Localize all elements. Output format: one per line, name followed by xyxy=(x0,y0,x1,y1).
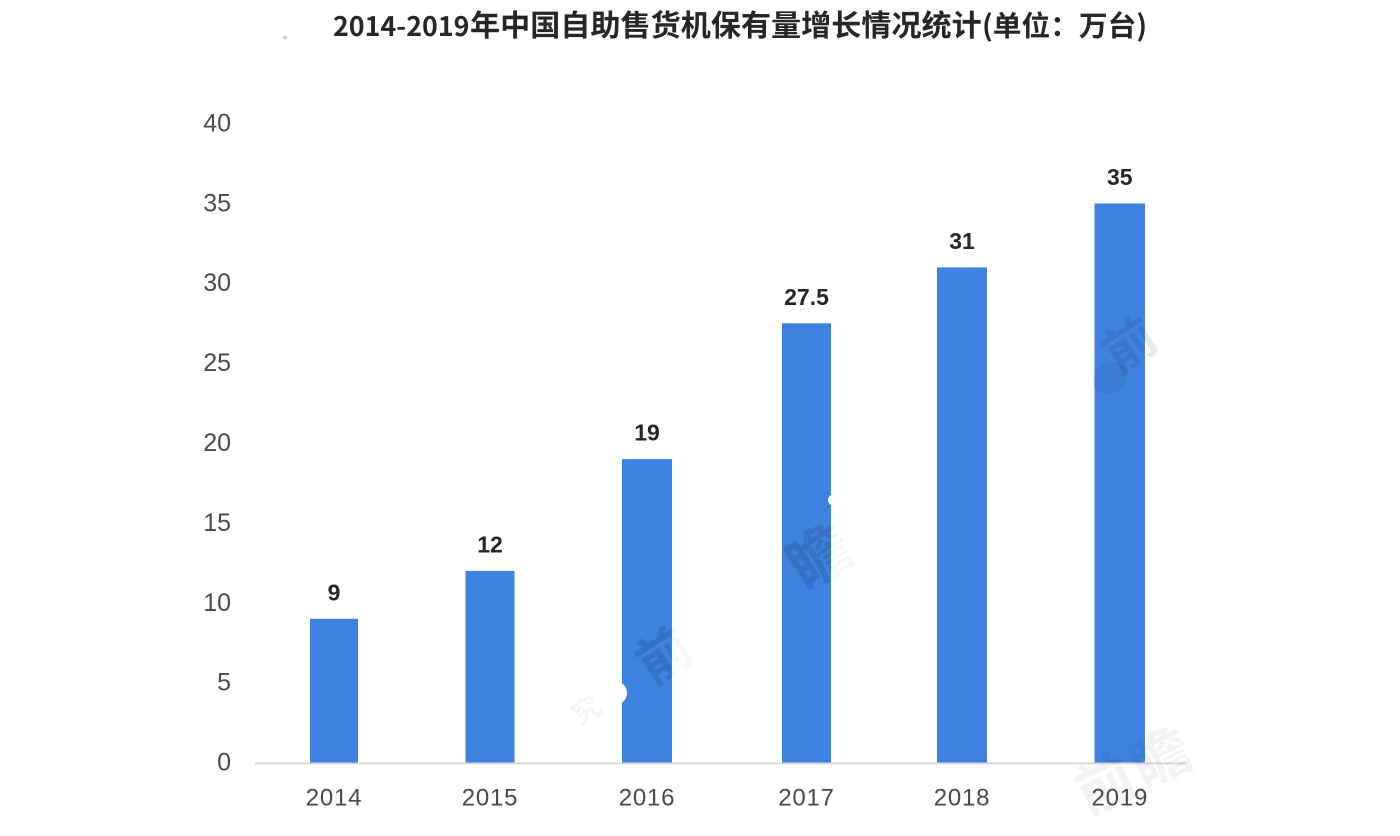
svg-text:35: 35 xyxy=(1107,164,1133,190)
svg-text:27.5: 27.5 xyxy=(784,284,829,310)
svg-text:10: 10 xyxy=(203,589,231,617)
svg-text:0: 0 xyxy=(217,749,231,777)
svg-text:2016: 2016 xyxy=(619,785,676,812)
svg-text:2017: 2017 xyxy=(778,785,835,812)
svg-text:20: 20 xyxy=(203,429,231,457)
svg-text:15: 15 xyxy=(203,509,231,537)
svg-text:5: 5 xyxy=(217,669,231,697)
svg-text:30: 30 xyxy=(203,269,231,297)
svg-text:40: 40 xyxy=(203,109,231,137)
svg-text:31: 31 xyxy=(949,228,975,254)
svg-text:2019: 2019 xyxy=(1092,785,1149,812)
svg-text:2014: 2014 xyxy=(306,785,363,812)
svg-text:9: 9 xyxy=(328,579,341,605)
svg-text:25: 25 xyxy=(203,349,231,377)
svg-text:35: 35 xyxy=(203,189,231,217)
svg-text:2015: 2015 xyxy=(462,785,519,812)
svg-text:19: 19 xyxy=(634,420,660,446)
svg-text:12: 12 xyxy=(477,531,503,557)
svg-text:2018: 2018 xyxy=(934,785,991,812)
